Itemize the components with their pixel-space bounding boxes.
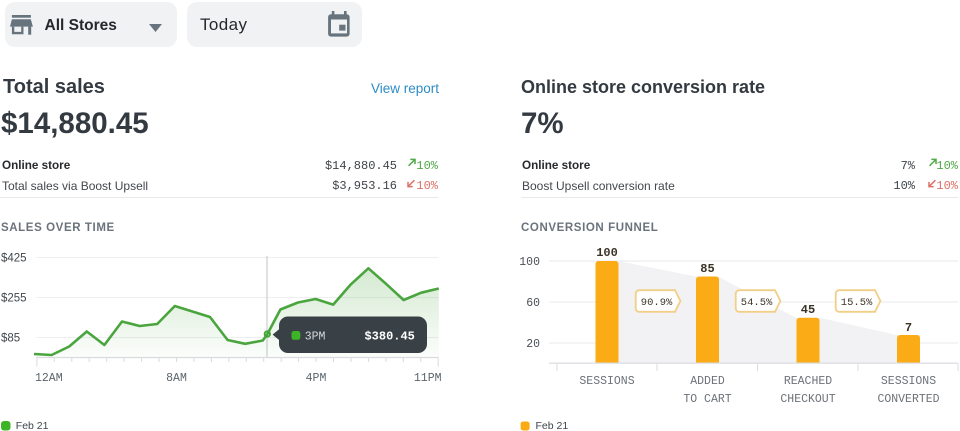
svg-text:85: 85 (700, 262, 714, 276)
svg-text:100: 100 (596, 246, 618, 260)
svg-text:$255: $255 (1, 293, 27, 305)
svg-text:CONVERTED: CONVERTED (877, 393, 939, 406)
svg-text:11PM: 11PM (414, 372, 442, 385)
svg-text:CHECKOUT: CHECKOUT (780, 393, 835, 406)
svg-text:4PM: 4PM (306, 372, 327, 385)
svg-text:15.5%: 15.5% (841, 297, 873, 309)
svg-text:REACHED: REACHED (784, 375, 832, 388)
svg-text:SESSIONS: SESSIONS (579, 375, 634, 388)
svg-text:SESSIONS: SESSIONS (881, 375, 936, 388)
svg-text:20: 20 (526, 338, 540, 351)
svg-text:8AM: 8AM (166, 372, 187, 385)
svg-text:3PM: 3PM (305, 330, 326, 343)
svg-text:Feb 21: Feb 21 (16, 420, 49, 431)
svg-text:$85: $85 (1, 333, 20, 345)
svg-text:Feb 21: Feb 21 (536, 420, 569, 431)
svg-text:TO CART: TO CART (683, 393, 731, 406)
svg-text:100: 100 (519, 256, 540, 269)
svg-text:ADDED: ADDED (690, 375, 725, 388)
svg-text:$380.45: $380.45 (364, 330, 414, 344)
svg-text:90.9%: 90.9% (641, 297, 673, 309)
svg-text:7: 7 (905, 321, 912, 335)
svg-text:12AM: 12AM (35, 372, 63, 385)
svg-text:$425: $425 (1, 253, 27, 265)
svg-text:45: 45 (801, 303, 815, 317)
svg-text:60: 60 (526, 297, 540, 310)
svg-text:54.5%: 54.5% (741, 297, 773, 309)
